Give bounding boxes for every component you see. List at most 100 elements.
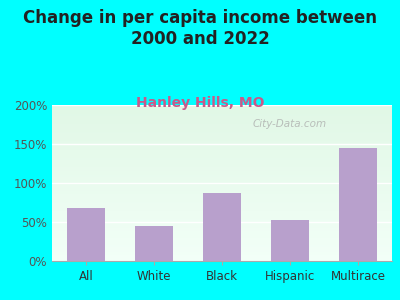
Bar xyxy=(52,224,392,225)
Bar xyxy=(52,211,392,213)
Bar xyxy=(52,124,392,125)
Bar xyxy=(52,252,392,253)
Bar xyxy=(52,216,392,217)
Bar xyxy=(52,174,392,175)
Bar xyxy=(52,214,392,216)
Bar xyxy=(52,136,392,138)
Bar xyxy=(52,256,392,258)
Bar xyxy=(52,122,392,124)
Bar xyxy=(339,148,377,261)
Bar xyxy=(67,208,105,261)
Bar xyxy=(52,189,392,191)
Bar xyxy=(52,230,392,231)
Bar xyxy=(52,113,392,114)
Bar xyxy=(52,139,392,141)
Bar xyxy=(52,213,392,214)
Bar xyxy=(52,184,392,186)
Bar xyxy=(52,150,392,152)
Bar xyxy=(52,183,392,184)
Bar xyxy=(52,155,392,157)
Bar xyxy=(52,121,392,122)
Bar xyxy=(52,200,392,202)
Bar xyxy=(52,175,392,177)
Bar xyxy=(52,144,392,146)
Bar xyxy=(52,153,392,155)
Bar xyxy=(271,220,309,261)
Bar xyxy=(52,203,392,205)
Bar xyxy=(52,135,392,136)
Bar xyxy=(52,227,392,228)
Bar xyxy=(52,182,392,183)
Bar xyxy=(52,146,392,147)
Bar xyxy=(52,164,392,166)
Bar xyxy=(52,177,392,178)
Bar xyxy=(52,158,392,160)
Bar xyxy=(52,130,392,131)
Bar xyxy=(52,258,392,260)
Bar xyxy=(52,128,392,130)
Bar xyxy=(52,186,392,188)
Bar xyxy=(52,202,392,203)
Bar xyxy=(52,235,392,236)
Bar xyxy=(52,194,392,196)
Bar xyxy=(52,197,392,199)
Bar xyxy=(52,127,392,128)
Bar xyxy=(52,245,392,247)
Bar xyxy=(52,169,392,170)
Bar xyxy=(52,244,392,245)
Bar xyxy=(52,119,392,121)
Bar xyxy=(52,110,392,111)
Bar xyxy=(52,105,392,106)
Bar xyxy=(52,188,392,189)
Bar xyxy=(52,199,392,200)
Bar xyxy=(52,248,392,250)
Bar xyxy=(52,220,392,222)
Bar xyxy=(52,178,392,180)
Bar xyxy=(52,260,392,261)
Bar xyxy=(52,217,392,219)
Bar xyxy=(52,142,392,144)
Bar xyxy=(52,133,392,135)
Bar xyxy=(52,196,392,197)
Bar xyxy=(52,108,392,110)
Bar xyxy=(52,209,392,211)
Bar xyxy=(52,233,392,235)
Bar xyxy=(52,166,392,167)
Bar xyxy=(52,131,392,133)
Bar xyxy=(52,116,392,118)
Bar xyxy=(52,255,392,256)
Bar xyxy=(52,161,392,163)
Bar xyxy=(52,170,392,172)
Bar xyxy=(52,253,392,255)
Bar xyxy=(52,180,392,182)
Bar xyxy=(52,206,392,208)
Bar xyxy=(52,152,392,153)
Bar xyxy=(52,138,392,139)
Bar xyxy=(52,192,392,194)
Bar xyxy=(52,247,392,248)
Bar xyxy=(52,163,392,164)
Text: City-Data.com: City-Data.com xyxy=(253,119,327,129)
Bar xyxy=(52,172,392,174)
Text: Change in per capita income between
2000 and 2022: Change in per capita income between 2000… xyxy=(23,9,377,48)
Bar xyxy=(52,250,392,252)
Bar xyxy=(52,157,392,158)
Bar xyxy=(52,239,392,241)
Bar xyxy=(52,242,392,244)
Bar xyxy=(52,167,392,169)
Bar xyxy=(52,236,392,238)
Bar xyxy=(52,231,392,233)
Bar xyxy=(52,111,392,113)
Bar xyxy=(52,114,392,116)
Text: Hanley Hills, MO: Hanley Hills, MO xyxy=(136,96,264,110)
Bar xyxy=(203,193,241,261)
Bar xyxy=(52,160,392,161)
Bar xyxy=(52,219,392,220)
Bar xyxy=(52,225,392,227)
Bar xyxy=(52,208,392,209)
Bar xyxy=(52,106,392,108)
Bar xyxy=(52,149,392,150)
Bar xyxy=(52,205,392,206)
Bar xyxy=(135,226,173,261)
Bar xyxy=(52,241,392,242)
